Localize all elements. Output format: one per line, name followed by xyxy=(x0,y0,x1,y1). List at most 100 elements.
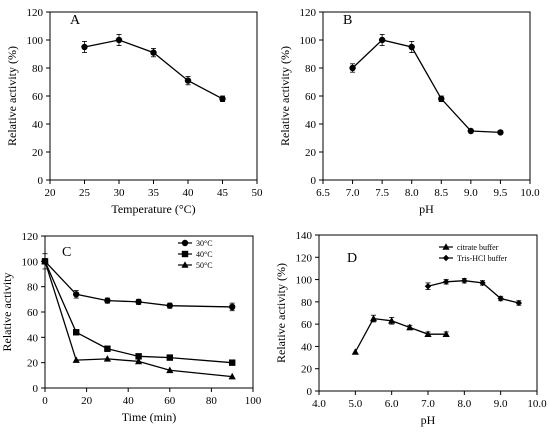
legend-label: Tris-HCl buffer xyxy=(457,254,507,263)
x-tick-label: 45 xyxy=(217,187,229,199)
x-tick-label: 35 xyxy=(148,187,160,199)
data-point xyxy=(388,317,396,324)
legend-marker xyxy=(181,261,189,268)
x-tick-label: 60 xyxy=(164,395,176,407)
data-point xyxy=(103,355,111,362)
data-point xyxy=(351,348,359,355)
y-tick-label: 120 xyxy=(27,7,44,19)
legend-marker xyxy=(442,254,450,262)
data-point xyxy=(424,330,432,337)
y-tick-label: 120 xyxy=(296,252,313,264)
data-point xyxy=(115,36,123,44)
y-tick-label: 80 xyxy=(305,63,317,75)
data-point xyxy=(73,329,80,336)
plot-frame xyxy=(49,11,258,181)
y-tick-label: 100 xyxy=(22,256,39,268)
plot-frame xyxy=(44,235,254,389)
x-tick-label: 9.5 xyxy=(494,187,508,199)
plot-frame xyxy=(322,11,531,181)
legend-label: 40°C xyxy=(196,250,213,259)
y-tick-label: 20 xyxy=(27,358,39,370)
x-tick-label: 8.5 xyxy=(434,187,448,199)
y-tick-label: 0 xyxy=(33,383,39,395)
y-tick-label: 100 xyxy=(27,35,44,47)
y-tick-label: 40 xyxy=(27,332,39,344)
y-tick-label: 0 xyxy=(307,386,313,398)
data-point xyxy=(184,77,192,84)
y-tick-label: 100 xyxy=(296,275,313,287)
x-tick-label: 6.0 xyxy=(385,398,399,410)
data-point xyxy=(73,291,80,298)
data-point xyxy=(72,356,80,363)
data-point xyxy=(219,95,226,103)
x-axis-label: pH xyxy=(419,202,434,216)
x-tick-label: 10.0 xyxy=(520,187,540,199)
data-point xyxy=(135,353,142,360)
legend-marker xyxy=(181,250,189,258)
x-tick-label: 8.0 xyxy=(457,398,471,410)
panel-a: A 20 25 30 35 40 45 50020406080100120Temperatu… xyxy=(5,7,263,216)
y-tick-label: 140 xyxy=(296,230,313,242)
x-tick-label: 7.0 xyxy=(421,398,435,410)
panel-label-d: D xyxy=(347,251,357,266)
data-point xyxy=(150,49,157,56)
x-tick-label: 30 xyxy=(114,187,126,199)
series-line-2 xyxy=(44,261,233,378)
panel-b: B 6.5 7.0 7.5 8.0 8.5 9.0 9.5 10.0 0 20 40 60 80 100 1… xyxy=(278,7,540,216)
data-point xyxy=(166,354,173,361)
x-tick-label: 20 xyxy=(45,187,57,199)
data-point xyxy=(442,278,450,285)
data-point xyxy=(166,302,173,309)
x-tick-label: 40 xyxy=(183,187,195,199)
x-tick-label: 7.0 xyxy=(346,187,360,199)
series-line-0 xyxy=(352,39,501,134)
data-point xyxy=(378,36,386,44)
panel-label-b: B xyxy=(343,13,352,28)
y-tick-label: 80 xyxy=(301,297,313,309)
y-axis-label: Relative activity (%) xyxy=(278,46,292,146)
y-axis-label: Relative activity (%) xyxy=(5,46,19,146)
x-tick-label: 9.0 xyxy=(494,398,508,410)
data-point xyxy=(135,357,143,365)
legend-marker xyxy=(442,243,450,250)
data-point xyxy=(479,279,486,287)
panel-d: D 4.0 5.0 6.0 7.0 8.0 9.0 10.0 0 20 40 60 80 100 120 1… xyxy=(274,230,547,427)
x-axis-label: pH xyxy=(421,413,436,427)
y-tick-label: 100 xyxy=(300,35,317,47)
y-tick-label: 20 xyxy=(301,364,313,376)
data-point xyxy=(497,295,504,302)
data-point xyxy=(229,303,236,311)
x-tick-label: 0 xyxy=(42,395,48,407)
y-tick-label: 80 xyxy=(27,282,39,294)
data-point xyxy=(442,330,450,337)
y-tick-label: 0 xyxy=(311,175,317,187)
x-tick-label: 50 xyxy=(252,187,264,199)
x-axis-label: Time (min) xyxy=(122,410,177,424)
y-tick-label: 120 xyxy=(300,7,317,19)
data-point xyxy=(369,314,378,322)
x-tick-label: 8.0 xyxy=(405,187,419,199)
data-point xyxy=(424,283,432,290)
y-tick-label: 40 xyxy=(301,341,313,353)
y-tick-label: 20 xyxy=(32,147,44,159)
data-point xyxy=(229,359,236,366)
data-point xyxy=(515,299,523,307)
series-line-1 xyxy=(427,280,519,304)
data-point xyxy=(349,64,356,72)
data-point xyxy=(438,95,445,103)
x-tick-label: 9.0 xyxy=(464,187,478,199)
y-tick-label: 80 xyxy=(32,63,44,75)
data-point xyxy=(81,43,88,51)
x-tick-label: 100 xyxy=(245,395,262,407)
panel-label-a: A xyxy=(70,13,81,28)
data-point xyxy=(467,127,475,135)
legend-marker xyxy=(181,239,189,247)
data-point xyxy=(104,297,111,304)
y-axis-label: Relative activity xyxy=(0,273,14,352)
x-tick-label: 20 xyxy=(81,395,93,407)
x-tick-label: 10.0 xyxy=(527,398,547,410)
legend-label: citrate buffer xyxy=(457,243,499,252)
data-point xyxy=(408,43,415,51)
data-point xyxy=(497,129,504,136)
